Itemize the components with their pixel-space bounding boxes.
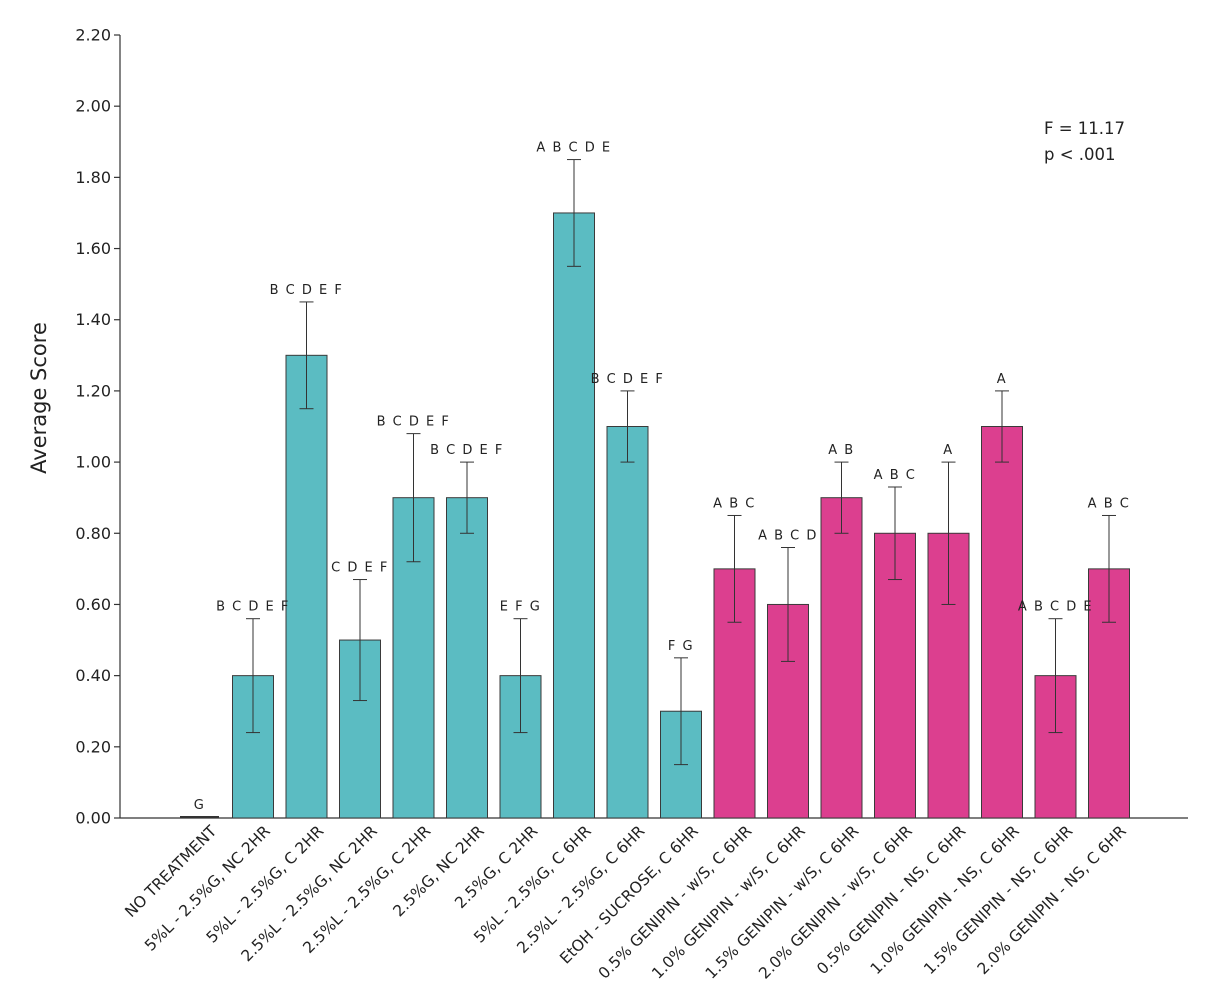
bar <box>446 497 488 819</box>
significance-label: B C D E F <box>430 443 504 458</box>
axes-layer <box>114 34 1188 819</box>
labels-layer: 0.00 0.20 0.40 0.60 0.80 1.00 1.20 1.40 1.60 1.80… <box>75 26 1130 983</box>
significance-label: A B <box>828 443 854 458</box>
significance-label: F G <box>668 639 694 654</box>
y-tick-label: 0.80 <box>75 524 111 543</box>
significance-label: A B C <box>874 468 917 483</box>
y-tick-label: 1.00 <box>75 453 111 472</box>
significance-label: B C D E F <box>270 283 344 298</box>
bar <box>606 426 649 819</box>
significance-label: A B C D E <box>536 141 611 156</box>
y-tick-label: 1.20 <box>75 381 111 400</box>
significance-label: B C D E F <box>216 600 290 615</box>
y-tick-label: 1.40 <box>75 310 111 329</box>
bar <box>874 532 916 819</box>
bar <box>981 426 1023 819</box>
error-bars-layer <box>246 159 1116 766</box>
bar <box>820 497 863 819</box>
f-statistic: F = 11.17 <box>1044 119 1125 138</box>
significance-label: B C D E F <box>377 415 451 430</box>
significance-label: A <box>943 443 953 458</box>
significance-label: A <box>997 372 1007 387</box>
significance-label: C D E F <box>331 561 389 576</box>
y-tick-label: 2.20 <box>75 26 111 45</box>
bar <box>553 212 595 819</box>
y-tick-label: 1.60 <box>75 239 111 258</box>
y-tick-label: 2.00 <box>75 97 111 116</box>
significance-label: E F G <box>500 600 542 615</box>
bars-layer <box>180 212 1130 819</box>
y-tick-label: 0.60 <box>75 595 111 614</box>
y-tick-label: 0.40 <box>75 666 111 685</box>
significance-label: B C D E F <box>591 372 665 387</box>
significance-label: A B C D <box>758 529 818 544</box>
x-tick-label: NO TREATMENT <box>121 822 220 921</box>
significance-label: A B C <box>1088 496 1131 511</box>
significance-label: A B C D E <box>1018 600 1093 615</box>
x-tick-label: 2.5%G, NC 2HR <box>390 822 488 920</box>
y-axis-title: Average Score <box>27 322 51 474</box>
significance-label: A B C <box>713 496 756 511</box>
y-tick-label: 0.00 <box>75 809 111 828</box>
p-value: p < .001 <box>1044 145 1116 164</box>
y-tick-label: 1.80 <box>75 168 111 187</box>
bar <box>285 354 328 819</box>
y-tick-label: 0.20 <box>75 737 111 756</box>
significance-label: G <box>194 798 206 813</box>
